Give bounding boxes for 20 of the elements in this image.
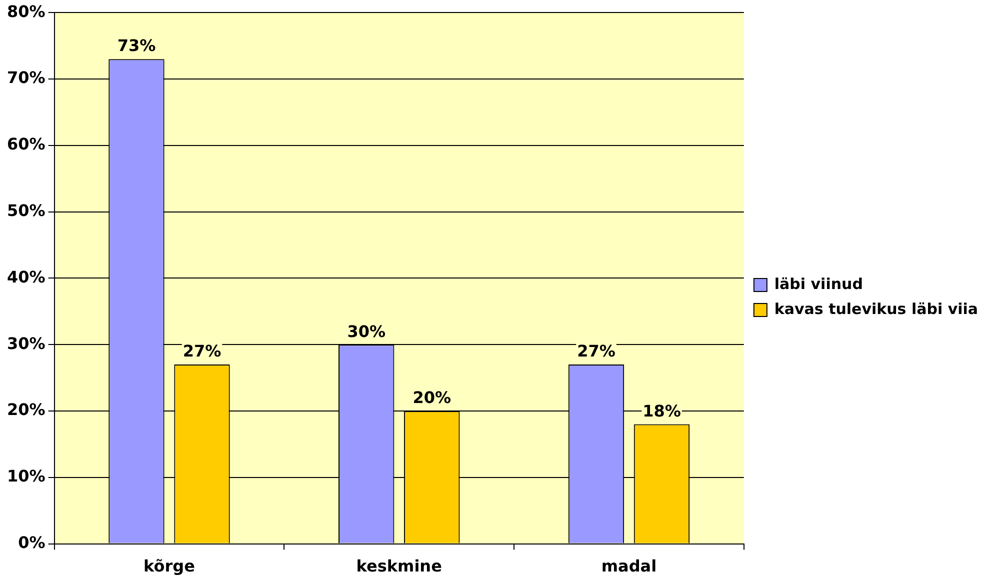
data-label: 27% — [577, 342, 616, 361]
x-tick-label: madal — [601, 556, 657, 576]
data-label: 18% — [642, 401, 681, 420]
y-tick-label: 20% — [7, 400, 46, 420]
data-label: 73% — [117, 36, 156, 56]
data-label: 30% — [347, 322, 386, 341]
y-tick-label: 60% — [7, 134, 46, 154]
y-tick-label: 80% — [7, 2, 46, 21]
y-tick-label: 40% — [7, 267, 46, 286]
y-tick-label: 0% — [18, 532, 46, 552]
y-tick-label: 30% — [7, 334, 46, 353]
data-label: 20% — [412, 388, 452, 408]
legend-label: kavas tulevikus läbi viia — [774, 300, 978, 318]
y-tick-label: 70% — [7, 68, 46, 88]
x-tick-label: keskmine — [356, 556, 442, 576]
y-tick-label: 10% — [7, 466, 46, 486]
data-label: 27% — [182, 342, 222, 361]
y-tick-label: 50% — [7, 200, 46, 220]
legend-label: läbi viinud — [774, 274, 863, 293]
x-tick-label: kõrge — [144, 556, 196, 576]
